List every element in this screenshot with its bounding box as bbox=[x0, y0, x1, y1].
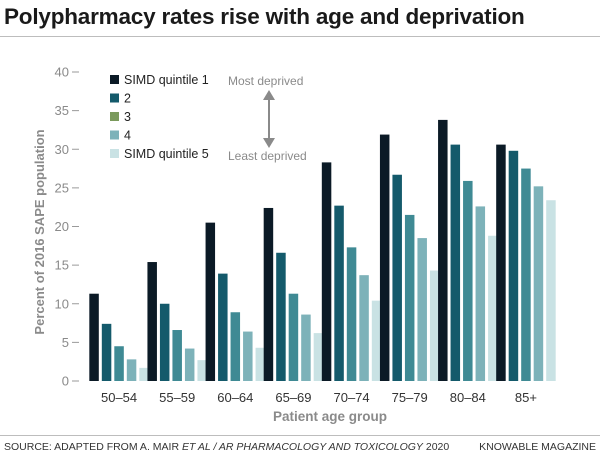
bar bbox=[243, 331, 253, 381]
most-deprived-note: Most deprived bbox=[228, 74, 303, 88]
x-tick-label: 55–59 bbox=[159, 390, 195, 405]
bar bbox=[371, 300, 382, 381]
bar bbox=[230, 312, 241, 381]
x-axis-label: Patient age group bbox=[273, 409, 387, 424]
x-tick-label: 60–64 bbox=[217, 390, 253, 405]
bar bbox=[429, 270, 440, 381]
x-tick-label: 75–79 bbox=[392, 390, 428, 405]
bar bbox=[417, 238, 427, 381]
bar bbox=[463, 180, 473, 381]
source-year: 2020 bbox=[422, 441, 450, 453]
bar bbox=[197, 360, 207, 381]
y-tick-label: 30 bbox=[55, 142, 69, 157]
bar bbox=[288, 293, 299, 381]
legend-swatch bbox=[110, 112, 119, 121]
legend-label: 4 bbox=[124, 129, 131, 143]
y-tick-label: 25 bbox=[55, 180, 69, 195]
footer-divider bbox=[0, 435, 600, 436]
y-tick-label: 40 bbox=[55, 65, 69, 80]
bar bbox=[172, 330, 182, 381]
source-prefix: SOURCE: ADAPTED FROM A. MAIR bbox=[4, 441, 182, 453]
legend-label: 2 bbox=[124, 92, 131, 106]
y-tick-label: 20 bbox=[55, 219, 69, 234]
publisher-credit: KNOWABLE MAGAZINE bbox=[479, 441, 596, 453]
bar bbox=[301, 314, 311, 381]
x-tick-label: 85+ bbox=[515, 390, 537, 405]
bar bbox=[114, 346, 124, 381]
bar-groups bbox=[89, 119, 556, 382]
legend-swatch bbox=[110, 149, 119, 158]
legend-label: 3 bbox=[124, 110, 131, 124]
chart-title: Polypharmacy rates rise with age and dep… bbox=[4, 4, 525, 29]
bar bbox=[438, 119, 448, 382]
bar bbox=[404, 214, 415, 381]
bar bbox=[101, 323, 112, 381]
bar bbox=[321, 162, 332, 381]
bar bbox=[89, 293, 99, 381]
bar bbox=[379, 134, 390, 381]
bar bbox=[205, 222, 216, 381]
y-axis-label: Percent of 2016 SAPE population bbox=[32, 129, 47, 334]
bar bbox=[263, 207, 274, 381]
source-italic: ET AL / AR PHARMACOLOGY AND TOXICOLOGY bbox=[181, 441, 423, 453]
legend-label: SIMD quintile 1 bbox=[124, 73, 209, 87]
y-tick-label: 35 bbox=[55, 103, 69, 118]
arrow-up-icon bbox=[263, 90, 275, 100]
bar bbox=[496, 144, 506, 381]
x-tick-label: 50–54 bbox=[101, 390, 137, 405]
bar bbox=[546, 200, 556, 381]
bar bbox=[159, 303, 170, 381]
legend-swatch bbox=[110, 130, 119, 140]
source-credit: SOURCE: ADAPTED FROM A. MAIR ET AL / AR … bbox=[4, 441, 449, 453]
arrow-down-icon bbox=[263, 138, 275, 148]
bar bbox=[334, 205, 344, 381]
bar bbox=[313, 333, 324, 381]
y-tick-label: 0 bbox=[62, 374, 69, 389]
bar bbox=[184, 348, 195, 381]
bar bbox=[450, 144, 461, 381]
least-deprived-note: Least deprived bbox=[228, 149, 307, 163]
legend: SIMD quintile 1 2 3 4 SIMD quintile 5 bbox=[110, 73, 209, 161]
y-tick-label: 5 bbox=[62, 335, 69, 350]
bar bbox=[255, 347, 266, 381]
legend-label: SIMD quintile 5 bbox=[124, 147, 209, 161]
y-tick-label: 10 bbox=[55, 296, 69, 311]
bar bbox=[475, 206, 486, 381]
x-tick-label: 65–69 bbox=[275, 390, 311, 405]
x-axis: 50–54 55–59 60–64 65–69 70–74 75–79 80–84 85+ bbox=[101, 390, 537, 405]
legend-swatch bbox=[110, 93, 119, 103]
y-tick-label: 15 bbox=[55, 258, 69, 273]
y-axis: 0 5 10 15 20 25 30 35 40 bbox=[55, 65, 79, 389]
title-divider bbox=[0, 36, 600, 37]
bar bbox=[276, 252, 286, 381]
legend-swatch bbox=[110, 75, 119, 84]
bar bbox=[218, 273, 228, 381]
bar bbox=[508, 150, 519, 381]
bar bbox=[126, 359, 137, 381]
bar bbox=[488, 235, 498, 381]
bar bbox=[139, 367, 149, 381]
deprivation-arrow bbox=[263, 90, 275, 148]
x-tick-label: 80–84 bbox=[450, 390, 486, 405]
bar bbox=[533, 186, 544, 381]
bar bbox=[147, 262, 157, 381]
bar bbox=[346, 247, 357, 381]
bar bbox=[359, 275, 369, 381]
bar bbox=[521, 168, 531, 381]
x-tick-label: 70–74 bbox=[333, 390, 369, 405]
bar bbox=[392, 174, 402, 381]
